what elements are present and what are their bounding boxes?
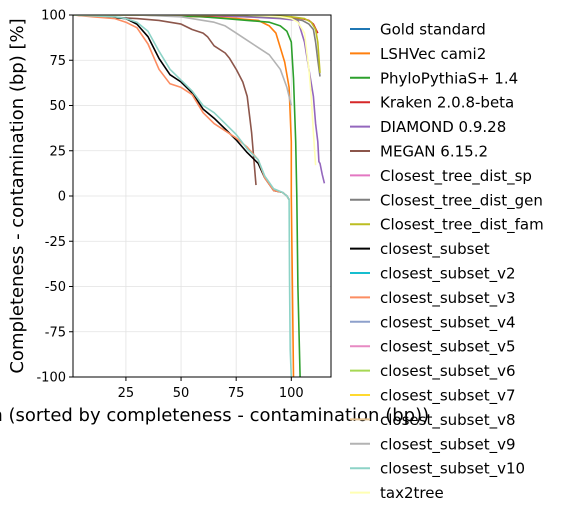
x-tick-label: 100 xyxy=(279,386,304,401)
y-tick-label: -50 xyxy=(45,280,66,295)
legend-label: closest_subset_v7 xyxy=(380,387,516,406)
series-line-2 xyxy=(73,15,301,377)
legend-label: closest_subset_v10 xyxy=(380,460,525,479)
legend-label: tax2tree xyxy=(380,484,444,502)
legend-label: closest_subset_v6 xyxy=(380,362,516,381)
legend-label: closest_subset_v8 xyxy=(380,411,516,430)
x-tick-label: 75 xyxy=(228,386,245,401)
y-tick-label: -25 xyxy=(45,235,66,250)
legend-label: PhyloPythiaS+ 1.4 xyxy=(380,69,518,87)
series-line-11 xyxy=(73,15,290,201)
legend-label: DIAMOND 0.9.28 xyxy=(380,118,506,136)
series-line-4 xyxy=(73,15,326,184)
y-tick-label: 50 xyxy=(49,99,66,114)
axis-ticks: 25 50 75 100 -100 -75 -50 -25 0 25 50 75 100 xyxy=(36,9,303,402)
y-tick-label: -100 xyxy=(36,371,66,386)
x-axis-label: bin (sorted by completeness - contaminat… xyxy=(0,405,429,426)
legend-label: Kraken 2.0.8-beta xyxy=(380,94,514,112)
x-tick-label: 50 xyxy=(173,386,190,401)
y-tick-label: 0 xyxy=(58,190,66,205)
y-axis-label: Completeness - contamination (bp) [%] xyxy=(7,18,28,373)
legend-label: closest_subset xyxy=(380,240,490,259)
legend-label: closest_subset_v5 xyxy=(380,338,516,357)
y-tick-label: 75 xyxy=(49,54,66,69)
legend-label: closest_subset_v9 xyxy=(380,435,516,454)
legend: Gold standard LSHVec cami2 PhyloPythiaS+ 1… xyxy=(350,21,544,502)
series-line-8 xyxy=(73,15,321,73)
y-tick-label: 25 xyxy=(49,144,66,159)
series-line-7 xyxy=(73,15,321,77)
legend-label: closest_subset_v4 xyxy=(380,313,516,332)
series-line-18 xyxy=(73,15,293,377)
legend-label: LSHVec cami2 xyxy=(380,45,486,63)
legend-label: MEGAN 6.15.2 xyxy=(380,143,488,161)
series-lines xyxy=(73,15,326,377)
series-line-19 xyxy=(73,15,317,166)
plot-area xyxy=(73,15,326,377)
y-tick-label: -75 xyxy=(45,325,66,340)
legend-label: Closest_tree_dist_gen xyxy=(380,191,543,210)
series-line-17 xyxy=(73,15,293,106)
legend-label: closest_subset_v2 xyxy=(380,265,516,284)
y-tick-label: 100 xyxy=(41,9,66,24)
legend-label: Closest_tree_dist_fam xyxy=(380,216,544,235)
legend-label: closest_subset_v3 xyxy=(380,289,516,308)
legend-label: Gold standard xyxy=(380,21,486,39)
legend-label: Closest_tree_dist_sp xyxy=(380,167,532,186)
x-tick-label: 25 xyxy=(118,386,135,401)
series-line-5 xyxy=(73,15,257,186)
